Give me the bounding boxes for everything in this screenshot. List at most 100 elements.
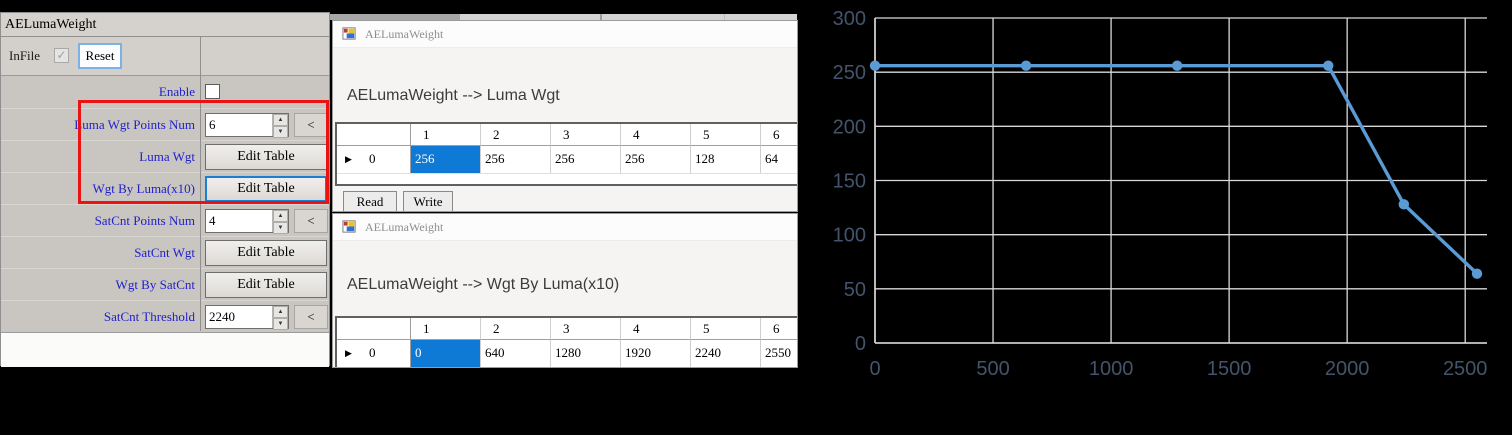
dialog-wgt-by-luma: AELumaWeight AELumaWeight --> Wgt By Lum… bbox=[332, 213, 798, 368]
x-axis-tick-label: 0 bbox=[869, 358, 880, 380]
column-header-3[interactable]: 3 bbox=[551, 124, 621, 146]
row-header-label: 0 bbox=[369, 345, 376, 360]
param-row-satcnt-points-num: SatCnt Points Num 4 ▲ ▼ < bbox=[1, 204, 329, 236]
infile-row: InFile ✓ Reset bbox=[1, 37, 329, 76]
column-header-1[interactable]: 1 bbox=[411, 318, 481, 340]
data-point-marker bbox=[1020, 60, 1032, 71]
column-header-2[interactable]: 2 bbox=[481, 124, 551, 146]
table-cell-col5[interactable]: 128 bbox=[691, 146, 761, 173]
enable-checkbox[interactable] bbox=[205, 84, 220, 99]
dialog-title: AELumaWeight bbox=[365, 27, 444, 41]
table-cell-col3[interactable]: 256 bbox=[551, 146, 621, 173]
edit-table-button-luma-wgt[interactable]: Edit Table bbox=[205, 144, 327, 170]
param-label-luma-wgt-points-num: Luma Wgt Points Num bbox=[74, 117, 195, 132]
row-header[interactable]: ▶ 0 bbox=[337, 340, 411, 367]
satcnt-points-num-input[interactable]: 4 ▲ ▼ bbox=[205, 209, 289, 234]
column-header-5[interactable]: 5 bbox=[691, 124, 761, 146]
spin-down-icon[interactable]: ▼ bbox=[273, 318, 288, 330]
infile-label: InFile bbox=[9, 48, 41, 63]
param-control-cell bbox=[201, 76, 329, 108]
read-button[interactable]: Read bbox=[343, 191, 397, 211]
param-control-cell: Edit Table bbox=[201, 237, 329, 268]
reset-button[interactable]: Reset bbox=[78, 43, 122, 69]
infile-checkbox[interactable]: ✓ bbox=[54, 48, 69, 63]
spin-up-icon[interactable]: ▲ bbox=[273, 114, 288, 126]
luma-wgt-points-num-input[interactable]: 6 ▲ ▼ bbox=[205, 113, 289, 138]
winforms-app-icon bbox=[342, 27, 356, 40]
dialog-titlebar[interactable]: AELumaWeight bbox=[333, 21, 797, 48]
luma-wgt-table[interactable]: 1 2 3 4 5 6 ▶ 0 256 256 256 256 128 64 bbox=[335, 122, 797, 186]
column-header-6[interactable]: 6 bbox=[761, 318, 797, 340]
param-label-luma-wgt: Luma Wgt bbox=[139, 149, 195, 164]
write-button[interactable]: Write bbox=[403, 191, 453, 211]
satcnt-threshold-back-button[interactable]: < bbox=[294, 305, 328, 329]
spin-up-icon[interactable]: ▲ bbox=[273, 306, 288, 318]
y-axis-tick-label: 50 bbox=[844, 279, 866, 301]
column-header-4[interactable]: 4 bbox=[621, 124, 691, 146]
param-row-satcnt-threshold: SatCnt Threshold 2240 ▲ ▼ < bbox=[1, 300, 329, 332]
luma-wgt-points-num-back-button[interactable]: < bbox=[294, 113, 328, 137]
column-header-2[interactable]: 2 bbox=[481, 318, 551, 340]
winforms-app-icon bbox=[342, 220, 356, 233]
param-row-wgt-by-satcnt: Wgt By SatCnt Edit Table bbox=[1, 268, 329, 300]
param-control-cell: Edit Table bbox=[201, 141, 329, 172]
table-cell-col1[interactable]: 0 bbox=[411, 340, 481, 367]
highlight-annotation-box bbox=[78, 100, 329, 204]
column-header-6[interactable]: 6 bbox=[761, 124, 797, 146]
luma-wgt-points-num-spin-group: 6 ▲ ▼ < bbox=[205, 113, 328, 138]
spin-down-icon[interactable]: ▼ bbox=[273, 222, 288, 234]
table-cell-col2[interactable]: 640 bbox=[481, 340, 551, 367]
spin-down-icon[interactable]: ▼ bbox=[273, 126, 288, 138]
y-axis-tick-label: 100 bbox=[833, 225, 866, 247]
param-control-cell: 6 ▲ ▼ < bbox=[201, 109, 329, 140]
data-point-marker bbox=[1323, 60, 1334, 71]
table-cell-col1[interactable]: 256 bbox=[411, 146, 481, 173]
dialog-caption: AELumaWeight --> Wgt By Luma(x10) bbox=[347, 276, 620, 293]
table-cell-col5[interactable]: 2240 bbox=[691, 340, 761, 367]
spinner-buttons: ▲ ▼ bbox=[272, 210, 288, 234]
luma-wgt-points-num-value[interactable]: 6 bbox=[209, 117, 216, 132]
scrollbar-thumb[interactable] bbox=[330, 14, 460, 20]
edit-table-button-satcnt-wgt[interactable]: Edit Table bbox=[205, 240, 327, 266]
table-cell-col3[interactable]: 1280 bbox=[551, 340, 621, 367]
satcnt-threshold-value[interactable]: 2240 bbox=[209, 309, 235, 324]
data-line bbox=[873, 63, 1479, 276]
table-row: ▶ 0 0 640 1280 1920 2240 2550 bbox=[337, 340, 797, 367]
column-header-4[interactable]: 4 bbox=[621, 318, 691, 340]
satcnt-points-num-back-button[interactable]: < bbox=[294, 209, 328, 233]
x-axis-tick-label: 1000 bbox=[1089, 358, 1134, 380]
column-header-5[interactable]: 5 bbox=[691, 318, 761, 340]
column-header-3[interactable]: 3 bbox=[551, 318, 621, 340]
y-axis-tick-label: 0 bbox=[855, 333, 866, 355]
satcnt-points-num-spin-group: 4 ▲ ▼ < bbox=[205, 209, 328, 234]
satcnt-threshold-spin-group: 2240 ▲ ▼ < bbox=[205, 305, 328, 330]
row-header[interactable]: ▶ 0 bbox=[337, 146, 411, 173]
column-header-1[interactable]: 1 bbox=[411, 124, 481, 146]
row-header-label: 0 bbox=[369, 151, 376, 166]
param-control-cell: 4 ▲ ▼ < bbox=[201, 205, 329, 236]
y-axis-tick-label: 250 bbox=[833, 62, 866, 84]
table-cell-col4[interactable]: 256 bbox=[621, 146, 691, 173]
table-cell-col4[interactable]: 1920 bbox=[621, 340, 691, 367]
param-label-satcnt-points-num: SatCnt Points Num bbox=[94, 213, 195, 228]
wgt-by-luma-table[interactable]: 1 2 3 4 5 6 ▶ 0 0 640 1280 1920 2240 2550 bbox=[335, 316, 797, 367]
dialog-luma-wgt: AELumaWeight AELumaWeight --> Luma Wgt 1… bbox=[332, 20, 798, 212]
panel-column-divider bbox=[200, 36, 201, 331]
table-cell-col6[interactable]: 64 bbox=[761, 146, 797, 173]
table-cell-col6[interactable]: 2550 bbox=[761, 340, 797, 367]
param-label-satcnt-wgt: SatCnt Wgt bbox=[134, 245, 195, 260]
y-axis-tick-label: 300 bbox=[833, 8, 866, 30]
table-corner-cell bbox=[337, 318, 411, 340]
satcnt-threshold-input[interactable]: 2240 ▲ ▼ bbox=[205, 305, 289, 330]
spinner-buttons: ▲ ▼ bbox=[272, 114, 288, 138]
satcnt-points-num-value[interactable]: 4 bbox=[209, 213, 216, 228]
table-cell-col2[interactable]: 256 bbox=[481, 146, 551, 173]
table-row: ▶ 0 256 256 256 256 128 64 bbox=[337, 146, 797, 173]
horizontal-scrollbar[interactable] bbox=[330, 14, 797, 20]
data-point-marker bbox=[1171, 60, 1183, 71]
dialog-titlebar[interactable]: AELumaWeight bbox=[333, 214, 797, 241]
table-corner-cell bbox=[337, 124, 411, 146]
spin-up-icon[interactable]: ▲ bbox=[273, 210, 288, 222]
edit-table-button-wgt-by-satcnt[interactable]: Edit Table bbox=[205, 272, 327, 298]
